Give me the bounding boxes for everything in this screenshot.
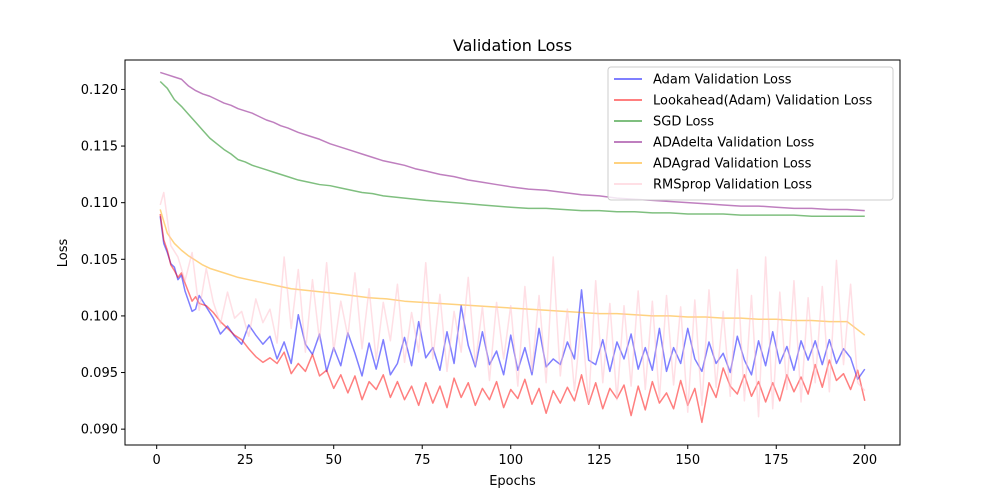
y-tick-label: 0.105 (81, 253, 118, 268)
legend: Adam Validation Loss Lookahead(Adam) Vali… (607, 66, 894, 201)
legend-box (607, 66, 894, 201)
legend-label-adam-validation-loss: Adam Validation Loss (653, 73, 792, 88)
series-line-sgd-loss (159, 80, 865, 218)
x-tick-label: 50 (325, 453, 342, 468)
x-tick-label: 25 (237, 453, 254, 468)
series-line-adam-validation-loss (159, 216, 866, 381)
legend-label-sgd-loss: SGD Loss (653, 115, 714, 130)
x-tick-label: 150 (675, 453, 700, 468)
y-tick-label: 0.115 (81, 140, 118, 155)
y-tick-label: 0.110 (81, 196, 118, 211)
y-axis-ticks: 0.090 0.095 0.100 0.105 0.110 0.115 0.120 (81, 83, 125, 438)
chart-title: Validation Loss (453, 36, 572, 55)
legend-label-adagrad-validation-loss: ADAgrad Validation Loss (653, 157, 812, 172)
series-line-rmsprop-validation-loss (159, 191, 866, 418)
series-line-adagrad-validation-loss (159, 209, 866, 336)
x-tick-label: 0 (153, 453, 161, 468)
x-axis-ticks: 0 25 50 75 100 125 150 175 200 (153, 445, 877, 468)
y-tick-label: 0.100 (81, 309, 118, 324)
y-tick-label: 0.120 (81, 83, 118, 98)
plot-frame (124, 59, 901, 446)
legend-label-rmsprop-validation-loss: RMSprop Validation Loss (653, 178, 812, 193)
x-tick-label: 75 (414, 453, 431, 468)
y-axis-label: Loss (56, 239, 71, 268)
x-tick-label: 200 (852, 453, 877, 468)
y-tick-label: 0.095 (81, 366, 118, 381)
series-line-lookahead-adam-validation-loss (159, 213, 866, 424)
x-axis-label: Epochs (489, 474, 536, 489)
y-tick-label: 0.090 (81, 423, 118, 438)
x-tick-label: 175 (764, 453, 789, 468)
legend-label-adadelta-validation-loss: ADAdelta Validation Loss (653, 136, 814, 151)
legend-label-lookahead-adam-validation-loss: Lookahead(Adam) Validation Loss (653, 94, 873, 109)
x-tick-label: 100 (498, 453, 523, 468)
series-layer (159, 71, 866, 424)
series-line-adadelta-validation-loss (160, 71, 865, 212)
x-tick-label: 125 (587, 453, 612, 468)
